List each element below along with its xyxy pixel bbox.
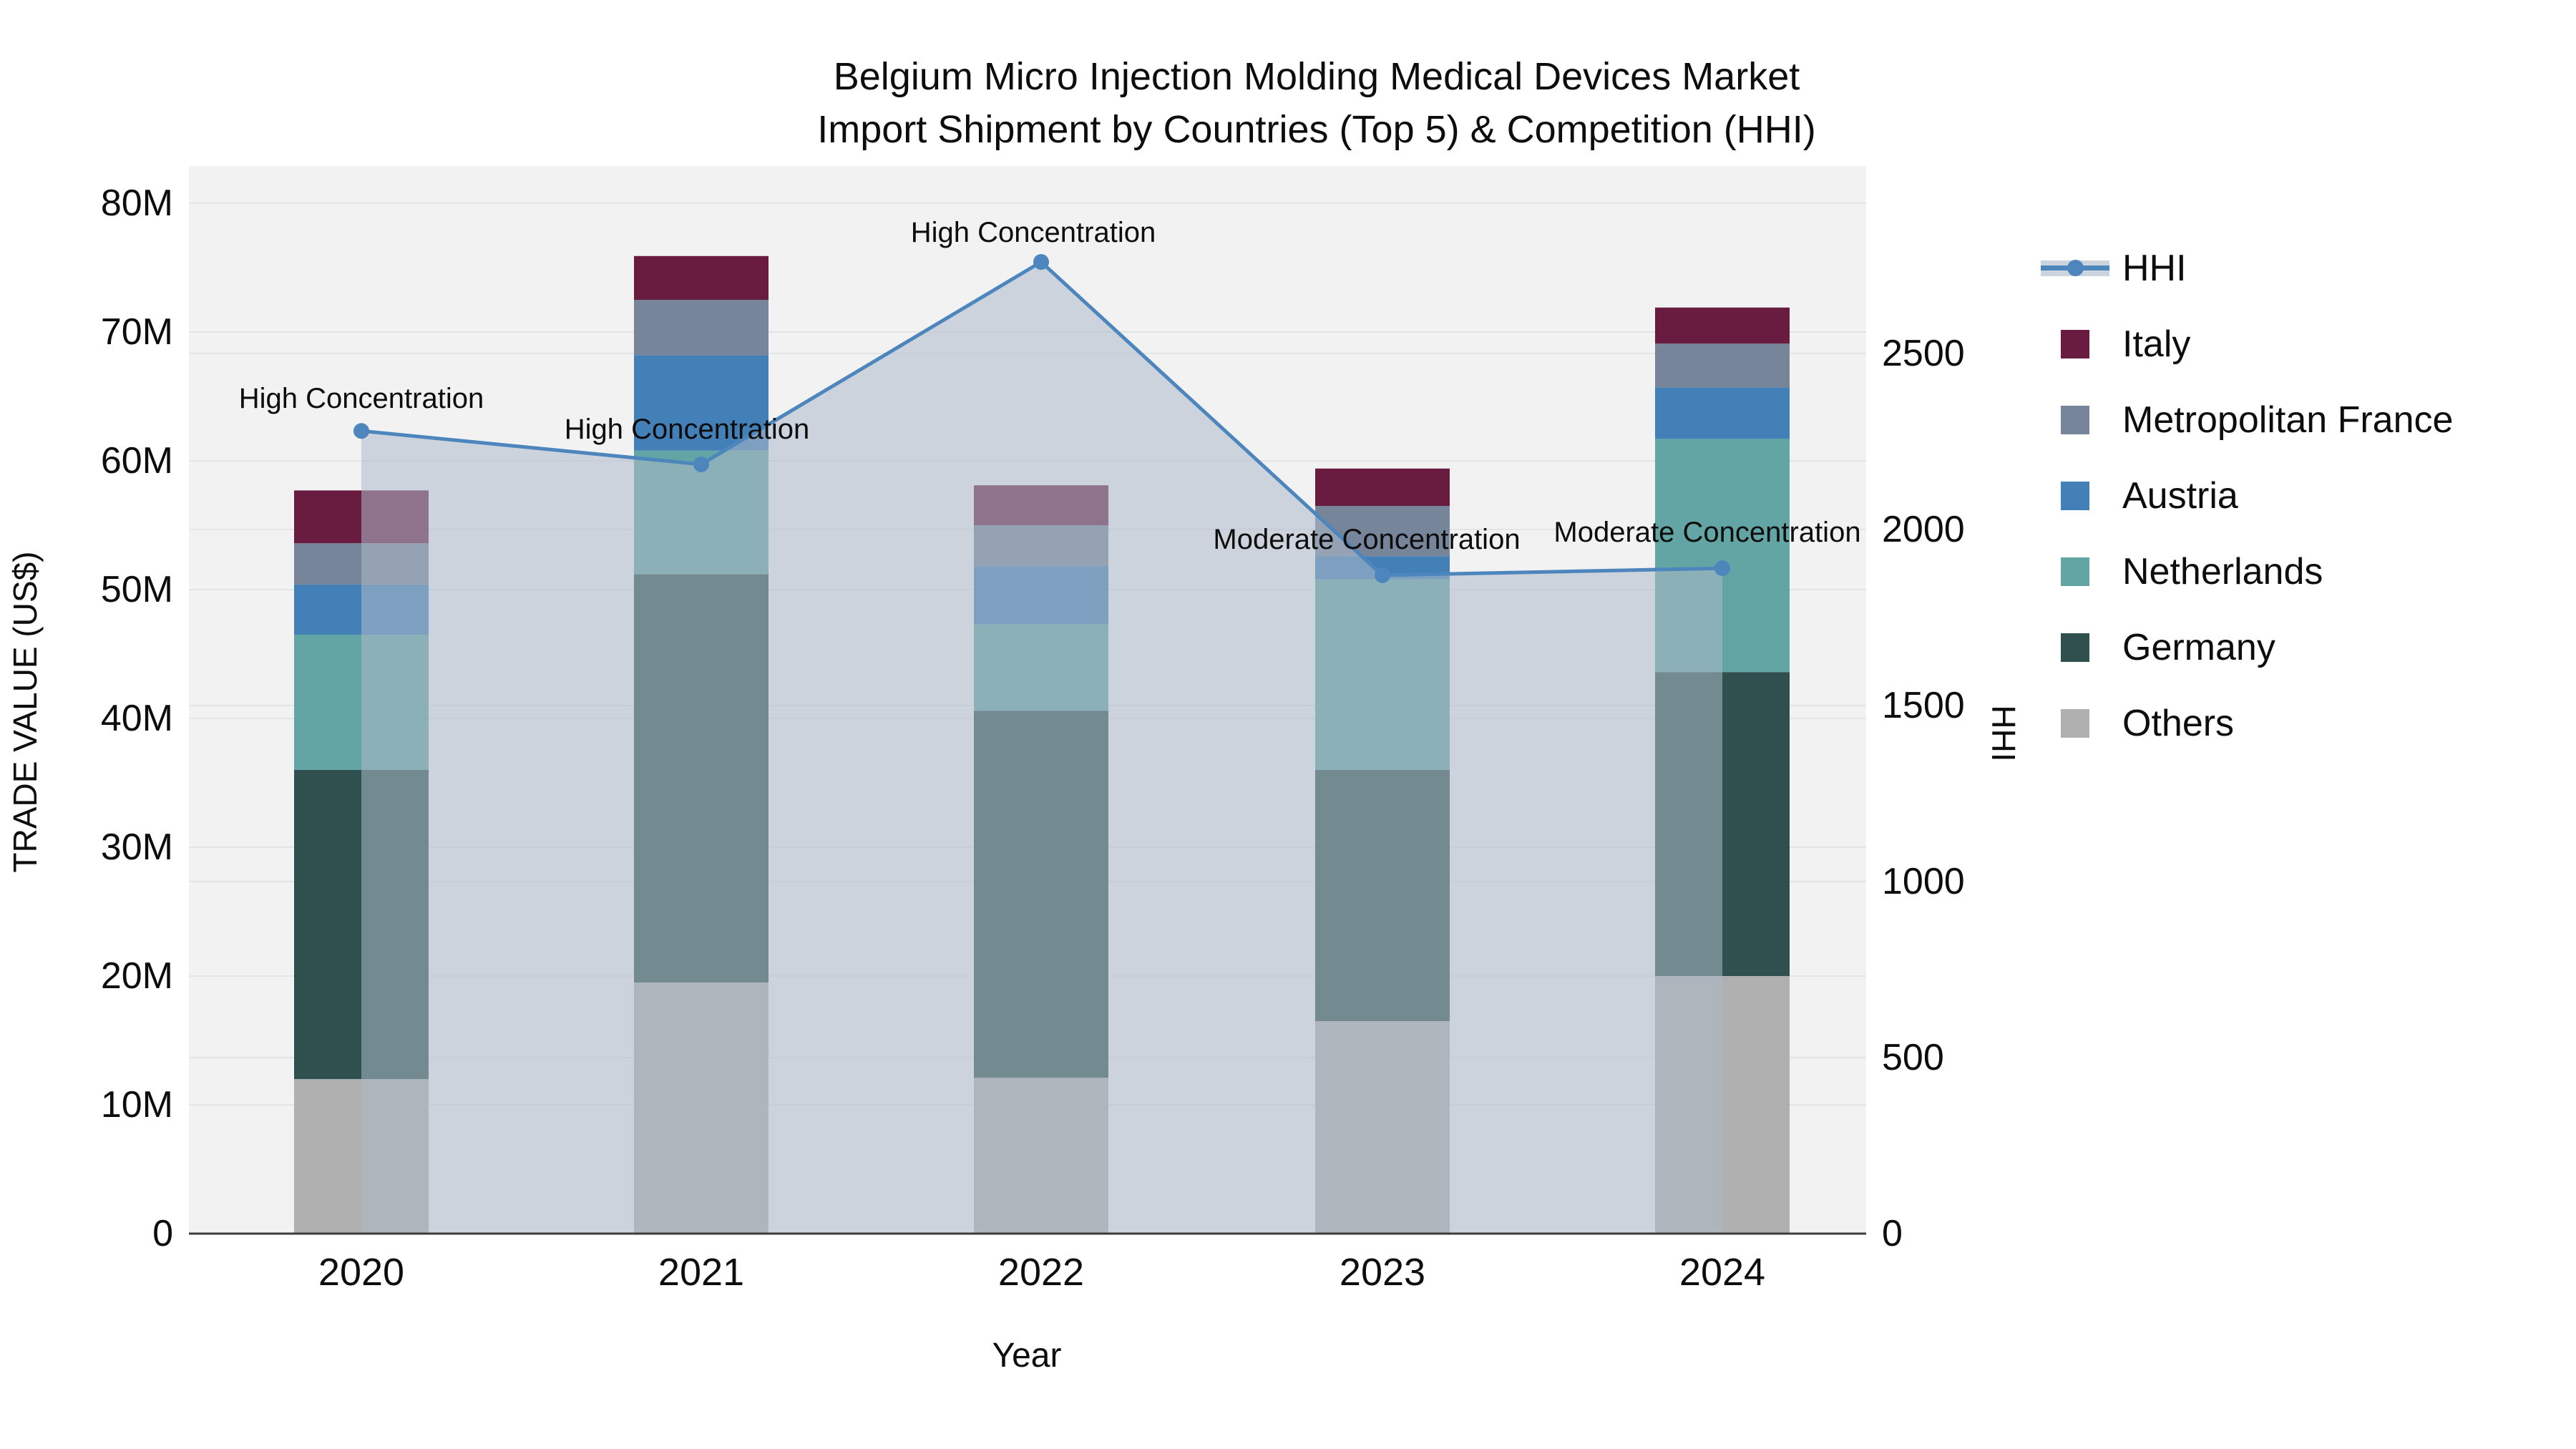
y-left-tick-0: 0 [152, 1213, 173, 1254]
hhi-marker-2024[interactable] [1714, 560, 1730, 577]
hhi-marker-2021[interactable] [693, 456, 709, 472]
x-tick-2024: 2024 [1679, 1251, 1765, 1294]
legend-item-germany[interactable]: Germany [2041, 610, 2453, 686]
hhi-marker-2022[interactable] [1033, 254, 1049, 270]
legend-swatch-germany [2061, 633, 2089, 662]
chart-title-line2: Import Shipment by Countries (Top 5) & C… [817, 108, 1816, 151]
legend-item-others[interactable]: Others [2041, 686, 2453, 761]
y-left-tick-30M: 30M [101, 826, 173, 868]
y-right-tick-1000: 1000 [1882, 861, 1965, 902]
legend-item-austria[interactable]: Austria [2041, 458, 2453, 534]
annotation-2020: High Concentration [239, 383, 484, 414]
legend-label: Metropolitan France [2122, 399, 2454, 441]
annotation-2021: High Concentration [565, 414, 809, 445]
annotation-2022: High Concentration [911, 217, 1156, 248]
y-right-tick-2000: 2000 [1882, 509, 1965, 550]
y-right-tick-500: 500 [1882, 1037, 1944, 1078]
y-left-tick-80M: 80M [101, 182, 173, 224]
legend-label: Austria [2122, 475, 2238, 517]
y-left-tick-40M: 40M [101, 698, 173, 739]
x-tick-2021: 2021 [658, 1251, 744, 1294]
legend-swatch-austria [2061, 482, 2089, 510]
x-axis-title: Year [992, 1337, 1062, 1375]
annotation-2024: Moderate Concentration [1553, 517, 1860, 548]
bar-segment-metropolitan-france-2024[interactable] [1655, 343, 1790, 388]
hhi-marker-2020[interactable] [353, 423, 369, 439]
chart-title-line1: Belgium Micro Injection Molding Medical … [833, 55, 1800, 98]
legend-item-hhi[interactable]: HHI [2041, 230, 2453, 306]
annotation-2023: Moderate Concentration [1213, 524, 1520, 555]
legend-swatch-italy [2061, 330, 2089, 358]
hhi-marker-2023[interactable] [1375, 567, 1390, 583]
hhi-area-fill [361, 262, 1722, 1234]
y-left-tick-20M: 20M [101, 955, 173, 997]
x-tick-2022: 2022 [998, 1251, 1084, 1294]
legend-item-netherlands[interactable]: Netherlands [2041, 534, 2453, 610]
x-tick-2023: 2023 [1340, 1251, 1425, 1294]
bar-segment-austria-2021[interactable] [634, 355, 769, 451]
bar-segment-italy-2021[interactable] [634, 255, 769, 300]
y-right-tick-1500: 1500 [1882, 685, 1965, 726]
legend: HHI Italy Metropolitan France Austria Nether… [2041, 230, 2453, 761]
y-left-tick-10M: 10M [101, 1084, 173, 1126]
bar-segment-metropolitan-france-2021[interactable] [634, 300, 769, 356]
legend-swatch-metropolitan-france [2061, 406, 2089, 434]
legend-label: Italy [2122, 323, 2191, 365]
legend-swatch-others [2061, 709, 2089, 738]
legend-swatch-netherlands [2061, 557, 2089, 586]
y-left-tick-70M: 70M [101, 311, 173, 353]
legend-item-italy[interactable]: Italy [2041, 306, 2453, 382]
legend-label: Germany [2122, 627, 2275, 668]
y-right-tick-2500: 2500 [1882, 333, 1965, 374]
hhi-line-legend-icon [2041, 259, 2109, 278]
y-right-tick-0: 0 [1882, 1213, 1903, 1254]
y-left-tick-50M: 50M [101, 569, 173, 610]
bar-segment-austria-2024[interactable] [1655, 387, 1790, 439]
legend-label: HHI [2122, 248, 2187, 289]
legend-label: Netherlands [2122, 551, 2323, 592]
chart-title: Belgium Micro Injection Molding Medical … [744, 50, 1889, 156]
y-left-tick-60M: 60M [101, 440, 173, 482]
bar-segment-italy-2024[interactable] [1655, 307, 1790, 344]
legend-item-metropolitan-france[interactable]: Metropolitan France [2041, 382, 2453, 458]
bar-segment-italy-2023[interactable] [1315, 468, 1450, 506]
legend-label: Others [2122, 703, 2235, 744]
x-tick-2020: 2020 [318, 1251, 404, 1294]
